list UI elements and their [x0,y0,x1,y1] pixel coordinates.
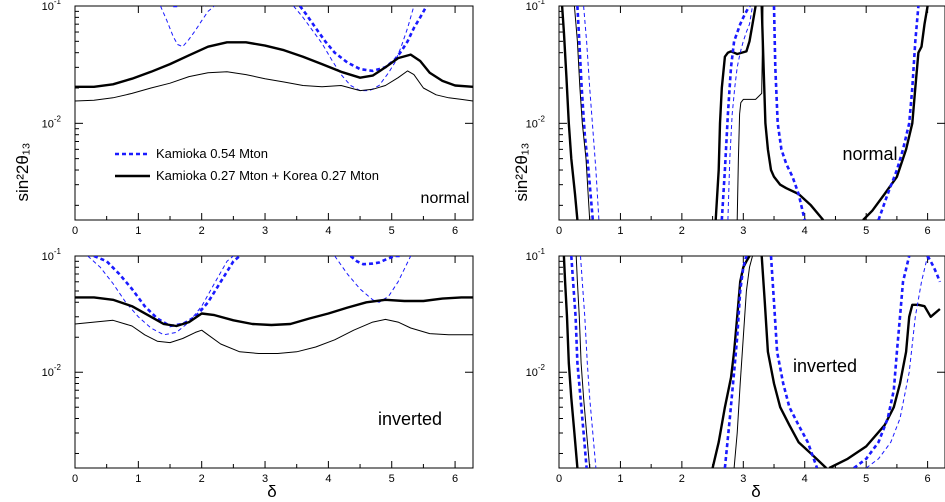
legend-solid-label: Kamioka 0.27 Mton + Korea 0.27 Mton [156,168,379,183]
series-line-black-solid-thin [75,318,473,354]
y-tick-label: 10-2 [526,114,546,130]
x-tick-label: 4 [802,473,808,485]
x-tick-label: 3 [740,225,746,237]
series-line-blue-dashed-thick [877,6,920,220]
series-line-black-solid-thick [760,256,828,468]
series-line-black-solid-thick [562,256,579,468]
y-tick-label: 10-1 [526,0,546,13]
panel-bottom-right: 0 1 2 3 4 5 6 10-2 10-1 inverted [526,247,945,485]
x-tick-label: 6 [925,473,931,485]
x-tick-label: 0 [72,225,78,237]
series-line-blue-dashed-thick [723,256,748,468]
x-tick-label: 1 [617,225,623,237]
series-line-blue-dashed-thin [87,256,234,336]
y-tick-label: 10-2 [42,363,62,379]
legend: Kamioka 0.54 Mton Kamioka 0.27 Mton + Ko… [115,146,379,183]
x-tick-label: 5 [863,225,869,237]
series-line-black-solid-thin [733,256,753,468]
series-line-black-solid-thin [75,70,473,102]
series-line-blue-dashed-thin [865,256,929,468]
x-tick-label: 6 [452,473,458,485]
x-tick-label: 5 [389,473,395,485]
series-line-black-solid-thick [711,256,751,468]
y-axis-label-left: sin²2θ₁₃ [13,143,32,202]
series-line-blue-dashed-thin [583,6,600,220]
x-tick-label: 1 [617,473,623,485]
series-line-black-solid-thin [573,6,591,220]
plot-frame [74,5,474,221]
panel-label-normal: normal [421,190,470,207]
series-line-blue-dashed-thin [580,256,597,468]
series-group [75,256,473,354]
x-tick-label: 3 [740,473,746,485]
x-tick-label: 0 [72,473,78,485]
series-line-blue-dashed-thick [173,6,206,8]
series-line-black-solid-thick [75,41,473,89]
x-tick-label: 2 [199,225,205,237]
panel-top-left: 0 1 2 3 4 5 6 10-2 10-1 normal [42,0,474,237]
x-tick-label: 3 [262,473,268,485]
x-tick-label: 4 [325,473,331,485]
series-line-blue-dashed-thick [853,256,911,468]
y-tick-label: 10-1 [42,0,62,13]
x-tick-label: 5 [863,473,869,485]
panel-label-normal: normal [842,144,897,164]
panels: 0 1 2 3 4 5 6 10-2 10-1 normal 0 1 2 3 4 5 6 10-2 10-1 inve… [42,0,945,485]
series-group [562,256,942,468]
series-group [75,6,473,102]
series-line-black-solid-thick [560,6,579,220]
plot-frame [558,255,945,469]
series-line-black-solid-thin [736,6,764,220]
x-tick-label: 1 [135,225,141,237]
series-line-blue-dashed-thick [576,6,595,220]
panel-label-inverted: inverted [378,409,442,429]
y-tick-label: 10-2 [526,363,546,379]
x-tick-label: 5 [389,225,395,237]
series-line-blue-dashed-thin [293,6,415,92]
panel-bottom-left: 0 1 2 3 4 5 6 10-2 10-1 inverted [42,247,474,485]
x-tick-label: 3 [262,225,268,237]
x-tick-label: 4 [802,225,808,237]
series-line-blue-dashed-thick [570,256,588,468]
series-line-black-solid-thick [760,6,825,220]
x-tick-label: 6 [452,225,458,237]
x-tick-label: 0 [556,473,562,485]
plot-frame [74,255,474,469]
y-tick-label: 10-2 [42,114,62,130]
x-tick-label: 2 [679,473,685,485]
x-axis-label-left: δ [267,482,276,501]
y-axis-label-right: sin²2θ₁₃ [512,143,531,202]
series-line-blue-dashed-thick [349,256,402,266]
y-tick-label: 10-1 [42,247,62,263]
panel-label-inverted: inverted [793,356,857,376]
x-axis-label-right: δ [751,482,760,501]
series-line-blue-dashed-thick [772,6,806,220]
series-group [560,6,929,220]
series-line-blue-dashed-thick [926,256,942,283]
x-tick-label: 6 [925,225,931,237]
series-line-black-solid-thick [714,6,757,220]
series-line-black-solid-thick [75,296,473,328]
x-tick-label: 2 [199,473,205,485]
legend-dashed-label: Kamioka 0.54 Mton [156,146,268,161]
series-line-blue-dashed-thin [160,6,215,48]
plot-frame [558,5,945,221]
series-line-black-solid-thick [862,6,929,220]
y-tick-label: 10-1 [526,247,546,263]
x-tick-label: 1 [135,473,141,485]
x-tick-label: 0 [556,225,562,237]
x-tick-label: 4 [325,225,331,237]
x-tick-label: 2 [679,225,685,237]
series-line-blue-dashed-thick [298,6,428,73]
panel-top-right: 0 1 2 3 4 5 6 10-2 10-1 normal [526,0,945,237]
series-line-blue-dashed-thick [720,6,751,220]
series-line-black-solid-thick [828,303,941,468]
series-line-black-solid-thin [575,256,591,468]
series-line-blue-dashed-thick [769,256,819,468]
